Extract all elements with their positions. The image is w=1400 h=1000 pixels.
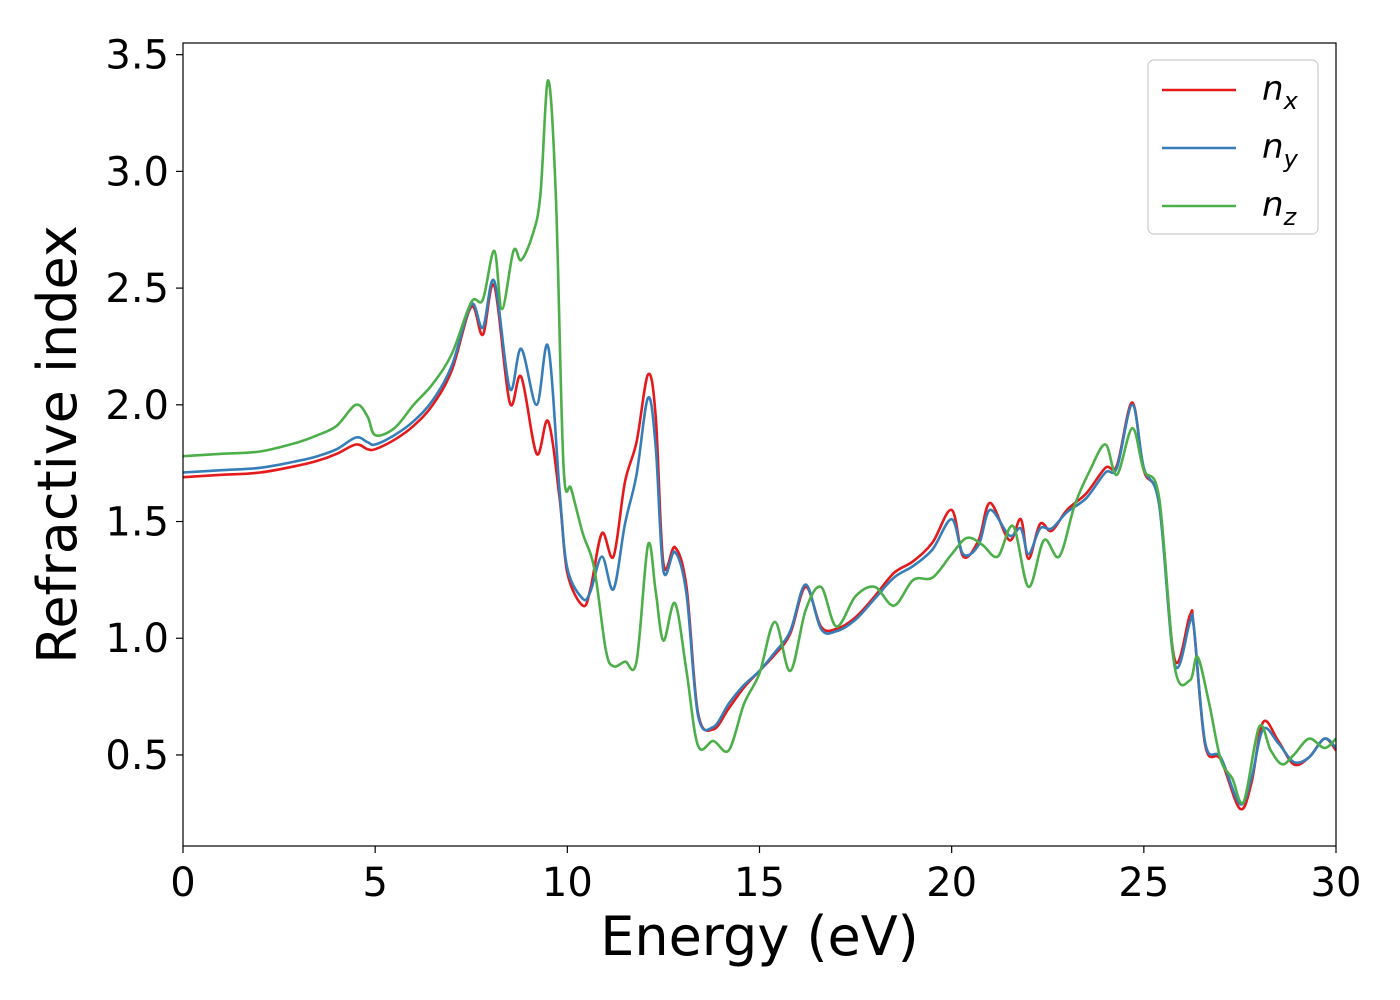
y-tick-label: 0.5	[105, 733, 169, 779]
legend-label-x: nx	[1262, 69, 1299, 115]
legend: nx ny nz	[1147, 59, 1319, 235]
legend-label-y: ny	[1262, 127, 1299, 173]
x-tick-label: 15	[734, 860, 785, 906]
x-axis: 0 5 10 15 20 25 30	[170, 846, 1361, 906]
y-tick-label: 3.5	[105, 33, 169, 79]
x-tick-label: 25	[1118, 860, 1169, 906]
x-tick-label: 0	[170, 860, 195, 906]
x-tick-label: 10	[542, 860, 593, 906]
y-tick-label: 3.0	[105, 149, 169, 195]
series-line-z	[182, 79, 1337, 805]
y-tick-label: 1.5	[105, 500, 169, 546]
y-tick-label: 1.0	[105, 616, 169, 662]
x-tick-label: 20	[926, 860, 977, 906]
series-layer	[182, 79, 1338, 811]
y-axis: 0.5 1.0 1.5 2.0 2.5 3.0 3.5	[105, 33, 183, 779]
x-axis-label: Energy (eV)	[600, 905, 919, 968]
legend-label-z: nz	[1262, 185, 1298, 231]
x-tick-label: 5	[362, 860, 387, 906]
y-tick-label: 2.0	[105, 383, 169, 429]
y-axis-label: Refractive index	[26, 225, 89, 664]
y-tick-label: 2.5	[105, 266, 169, 312]
x-tick-label: 30	[1311, 860, 1362, 906]
